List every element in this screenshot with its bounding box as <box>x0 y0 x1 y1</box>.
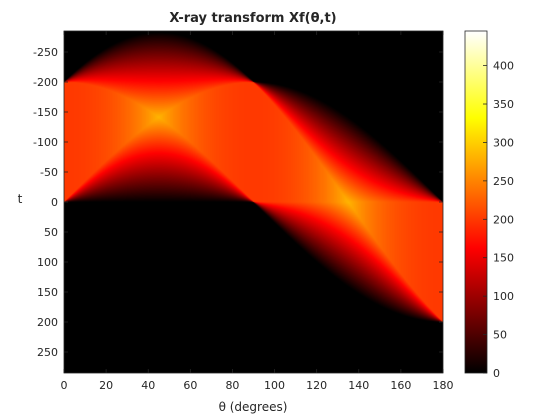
x-axis-ticks: 0 20 40 60 80 100 120 140 160 180 <box>61 31 454 392</box>
y-axis-label: t <box>18 192 23 206</box>
y-axis-ticks: -250 -200 -150 -100 -50 0 50 100 150 200 250 <box>33 46 443 359</box>
y-tick-label: -200 <box>33 76 58 89</box>
y-tick-label: -50 <box>40 166 58 179</box>
x-tick-label: 160 <box>390 379 411 392</box>
colorbar-tick-label: 300 <box>493 136 514 149</box>
y-tick-label: 200 <box>37 316 58 329</box>
colorbar-tick-label: 350 <box>493 98 514 111</box>
x-tick-label: 120 <box>306 379 327 392</box>
y-tick-label: 150 <box>37 286 58 299</box>
y-tick-label: -250 <box>33 46 58 59</box>
colorbar-tick-label: 100 <box>493 290 514 303</box>
chart-title: X-ray transform Xf(θ,t) <box>169 11 336 26</box>
x-tick-label: 100 <box>264 379 285 392</box>
y-tick-label: 250 <box>37 346 58 359</box>
colorbar-tick-label: 50 <box>493 329 507 342</box>
colorbar-gradient <box>464 30 488 374</box>
y-tick-label: 100 <box>37 256 58 269</box>
y-tick-label: -150 <box>33 106 58 119</box>
x-axis-label-text: θ (degrees) <box>219 400 288 414</box>
colorbar-tick-label: 0 <box>493 367 500 380</box>
colorbar-tick-label: 250 <box>493 175 514 188</box>
x-tick-label: 140 <box>348 379 369 392</box>
y-tick-label: 0 <box>51 196 58 209</box>
x-axis-label: θ (degrees) <box>219 400 288 414</box>
x-tick-label: 20 <box>99 379 113 392</box>
colorbar: 0 50 100 150 200 250 300 350 400 <box>464 30 514 380</box>
heatmap-plot-area <box>63 30 444 374</box>
x-tick-label: 180 <box>433 379 454 392</box>
y-tick-label: -100 <box>33 136 58 149</box>
heatmap-canvas <box>64 31 443 373</box>
x-tick-label: 40 <box>141 379 155 392</box>
colorbar-tick-label: 150 <box>493 252 514 265</box>
colorbar-tick-label: 200 <box>493 213 514 226</box>
x-tick-label: 80 <box>225 379 239 392</box>
x-tick-label: 0 <box>61 379 68 392</box>
colorbar-ticks: 0 50 100 150 200 250 300 350 400 <box>483 60 514 380</box>
x-tick-label: 60 <box>183 379 197 392</box>
colorbar-tick-label: 400 <box>493 60 514 73</box>
y-tick-label: 50 <box>44 226 58 239</box>
